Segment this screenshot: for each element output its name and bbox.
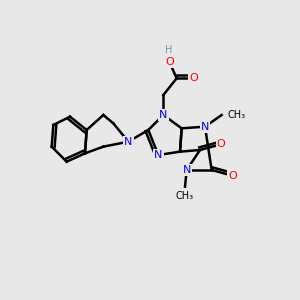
Text: N: N [154, 150, 163, 160]
Text: O: O [166, 57, 174, 67]
Text: O: O [189, 73, 198, 83]
Text: O: O [217, 139, 225, 149]
Text: H: H [165, 45, 172, 55]
Text: O: O [228, 171, 237, 181]
Text: N: N [124, 137, 133, 147]
Text: N: N [201, 122, 209, 132]
Text: N: N [182, 165, 191, 175]
Text: CH₃: CH₃ [227, 110, 245, 120]
Text: CH₃: CH₃ [175, 191, 194, 201]
Text: N: N [159, 110, 167, 120]
